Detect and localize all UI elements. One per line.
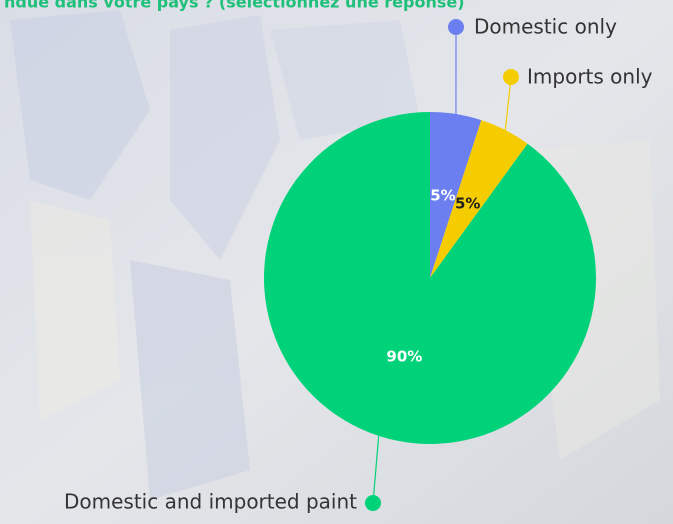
legend-dot: [503, 69, 519, 85]
chart-title: ndue dans votre pays ? (sélectionnez une…: [4, 0, 465, 12]
legend-dot: [448, 19, 464, 35]
chart: ndue dans votre pays ? (sélectionnez une…: [0, 0, 673, 524]
legend-label: Domestic and imported paint: [64, 490, 357, 514]
legend-label: Domestic only: [474, 15, 617, 39]
pie-slice: [264, 112, 596, 444]
data-label: 5%: [455, 195, 480, 213]
data-label: 5%: [430, 187, 455, 205]
legend-label: Imports only: [527, 65, 653, 89]
data-label: 90%: [386, 347, 422, 365]
legend-dot: [365, 495, 381, 511]
